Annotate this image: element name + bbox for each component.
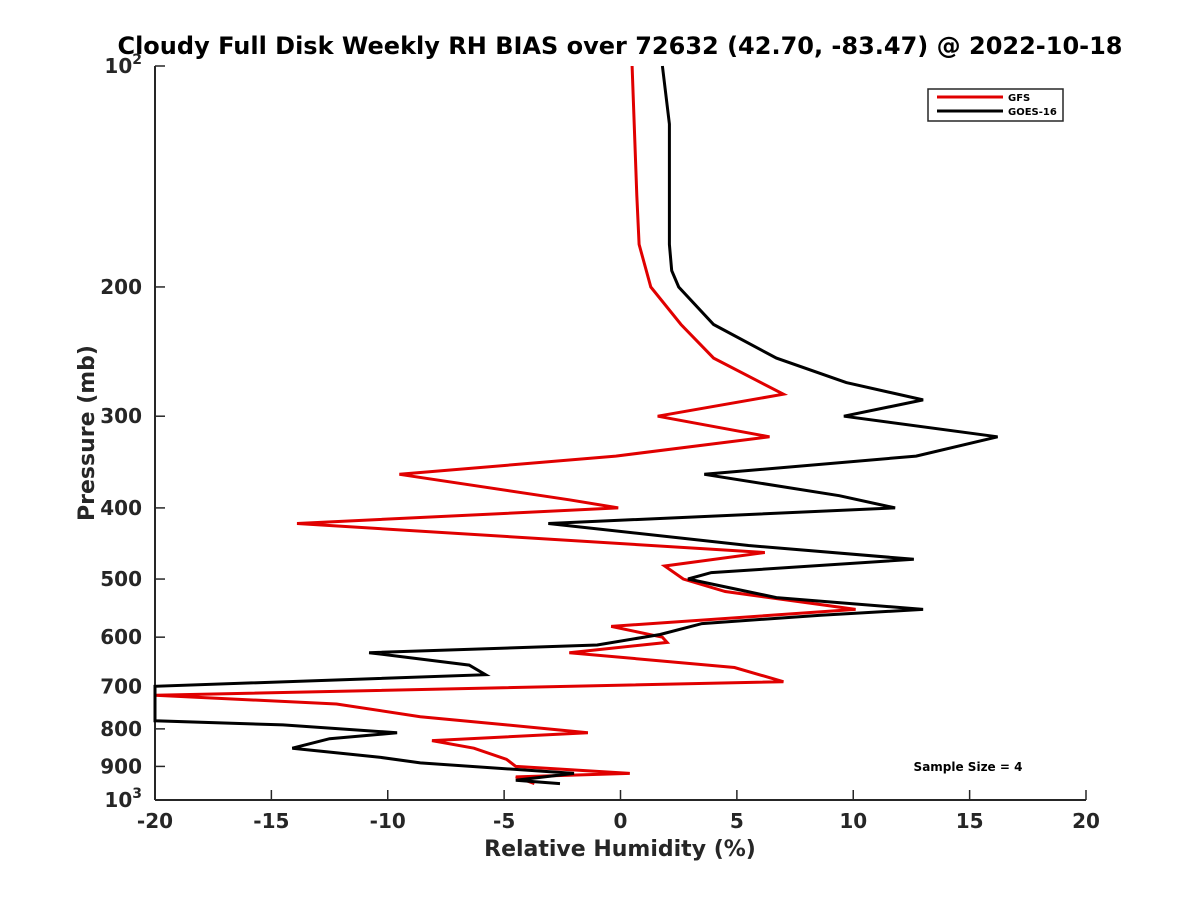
y-tick-label: 900 — [100, 754, 142, 778]
legend-box — [927, 88, 1064, 122]
x-tick-label: -10 — [370, 809, 406, 833]
y-tick-label: 102 — [104, 52, 142, 78]
x-tick-label: -5 — [493, 809, 515, 833]
legend-label-goes16: GOES-16 — [1008, 107, 1057, 118]
plot-area: -20 -15 -10 -5 0 5 10 15 20 10220030040050060070… — [100, 52, 1100, 833]
y-tick-label: 800 — [100, 717, 142, 741]
series-lines — [153, 65, 998, 786]
y-tick-label: 700 — [100, 674, 142, 698]
legend: GFS GOES-16 — [927, 88, 1064, 122]
y-tick-label: 600 — [100, 625, 142, 649]
sample-size-annotation: Sample Size = 4 — [914, 760, 1023, 774]
y-tick-label: 103 — [104, 786, 142, 812]
y-tick-label: 400 — [100, 496, 142, 520]
y-tick-label: 500 — [100, 567, 142, 591]
y-tick-label: 200 — [100, 275, 142, 299]
x-tick-label: -20 — [137, 809, 173, 833]
series-line-gfs — [154, 65, 856, 786]
x-tick-label: 5 — [730, 809, 744, 833]
y-tick-base: 10 — [104, 54, 132, 78]
series-line-goes16 — [153, 65, 998, 786]
y-axis-title: Pressure (mb) — [75, 345, 100, 521]
x-tick-label: 10 — [839, 809, 867, 833]
y-tick-base: 10 — [104, 788, 132, 812]
y-tick-exponent: 3 — [132, 786, 142, 802]
y-tick-exponent: 2 — [132, 52, 142, 68]
x-tick-label: 20 — [1072, 809, 1100, 833]
x-tick-label: 0 — [614, 809, 628, 833]
legend-label-gfs: GFS — [1008, 93, 1030, 104]
x-tick-label: -15 — [253, 809, 289, 833]
x-tick-label: 15 — [956, 809, 984, 833]
y-tick-label: 300 — [100, 404, 142, 428]
chart-title: Cloudy Full Disk Weekly RH BIAS over 726… — [117, 32, 1122, 60]
x-ticks: -20 -15 -10 -5 0 5 10 15 20 — [137, 790, 1100, 833]
x-axis-title: Relative Humidity (%) — [484, 837, 756, 862]
